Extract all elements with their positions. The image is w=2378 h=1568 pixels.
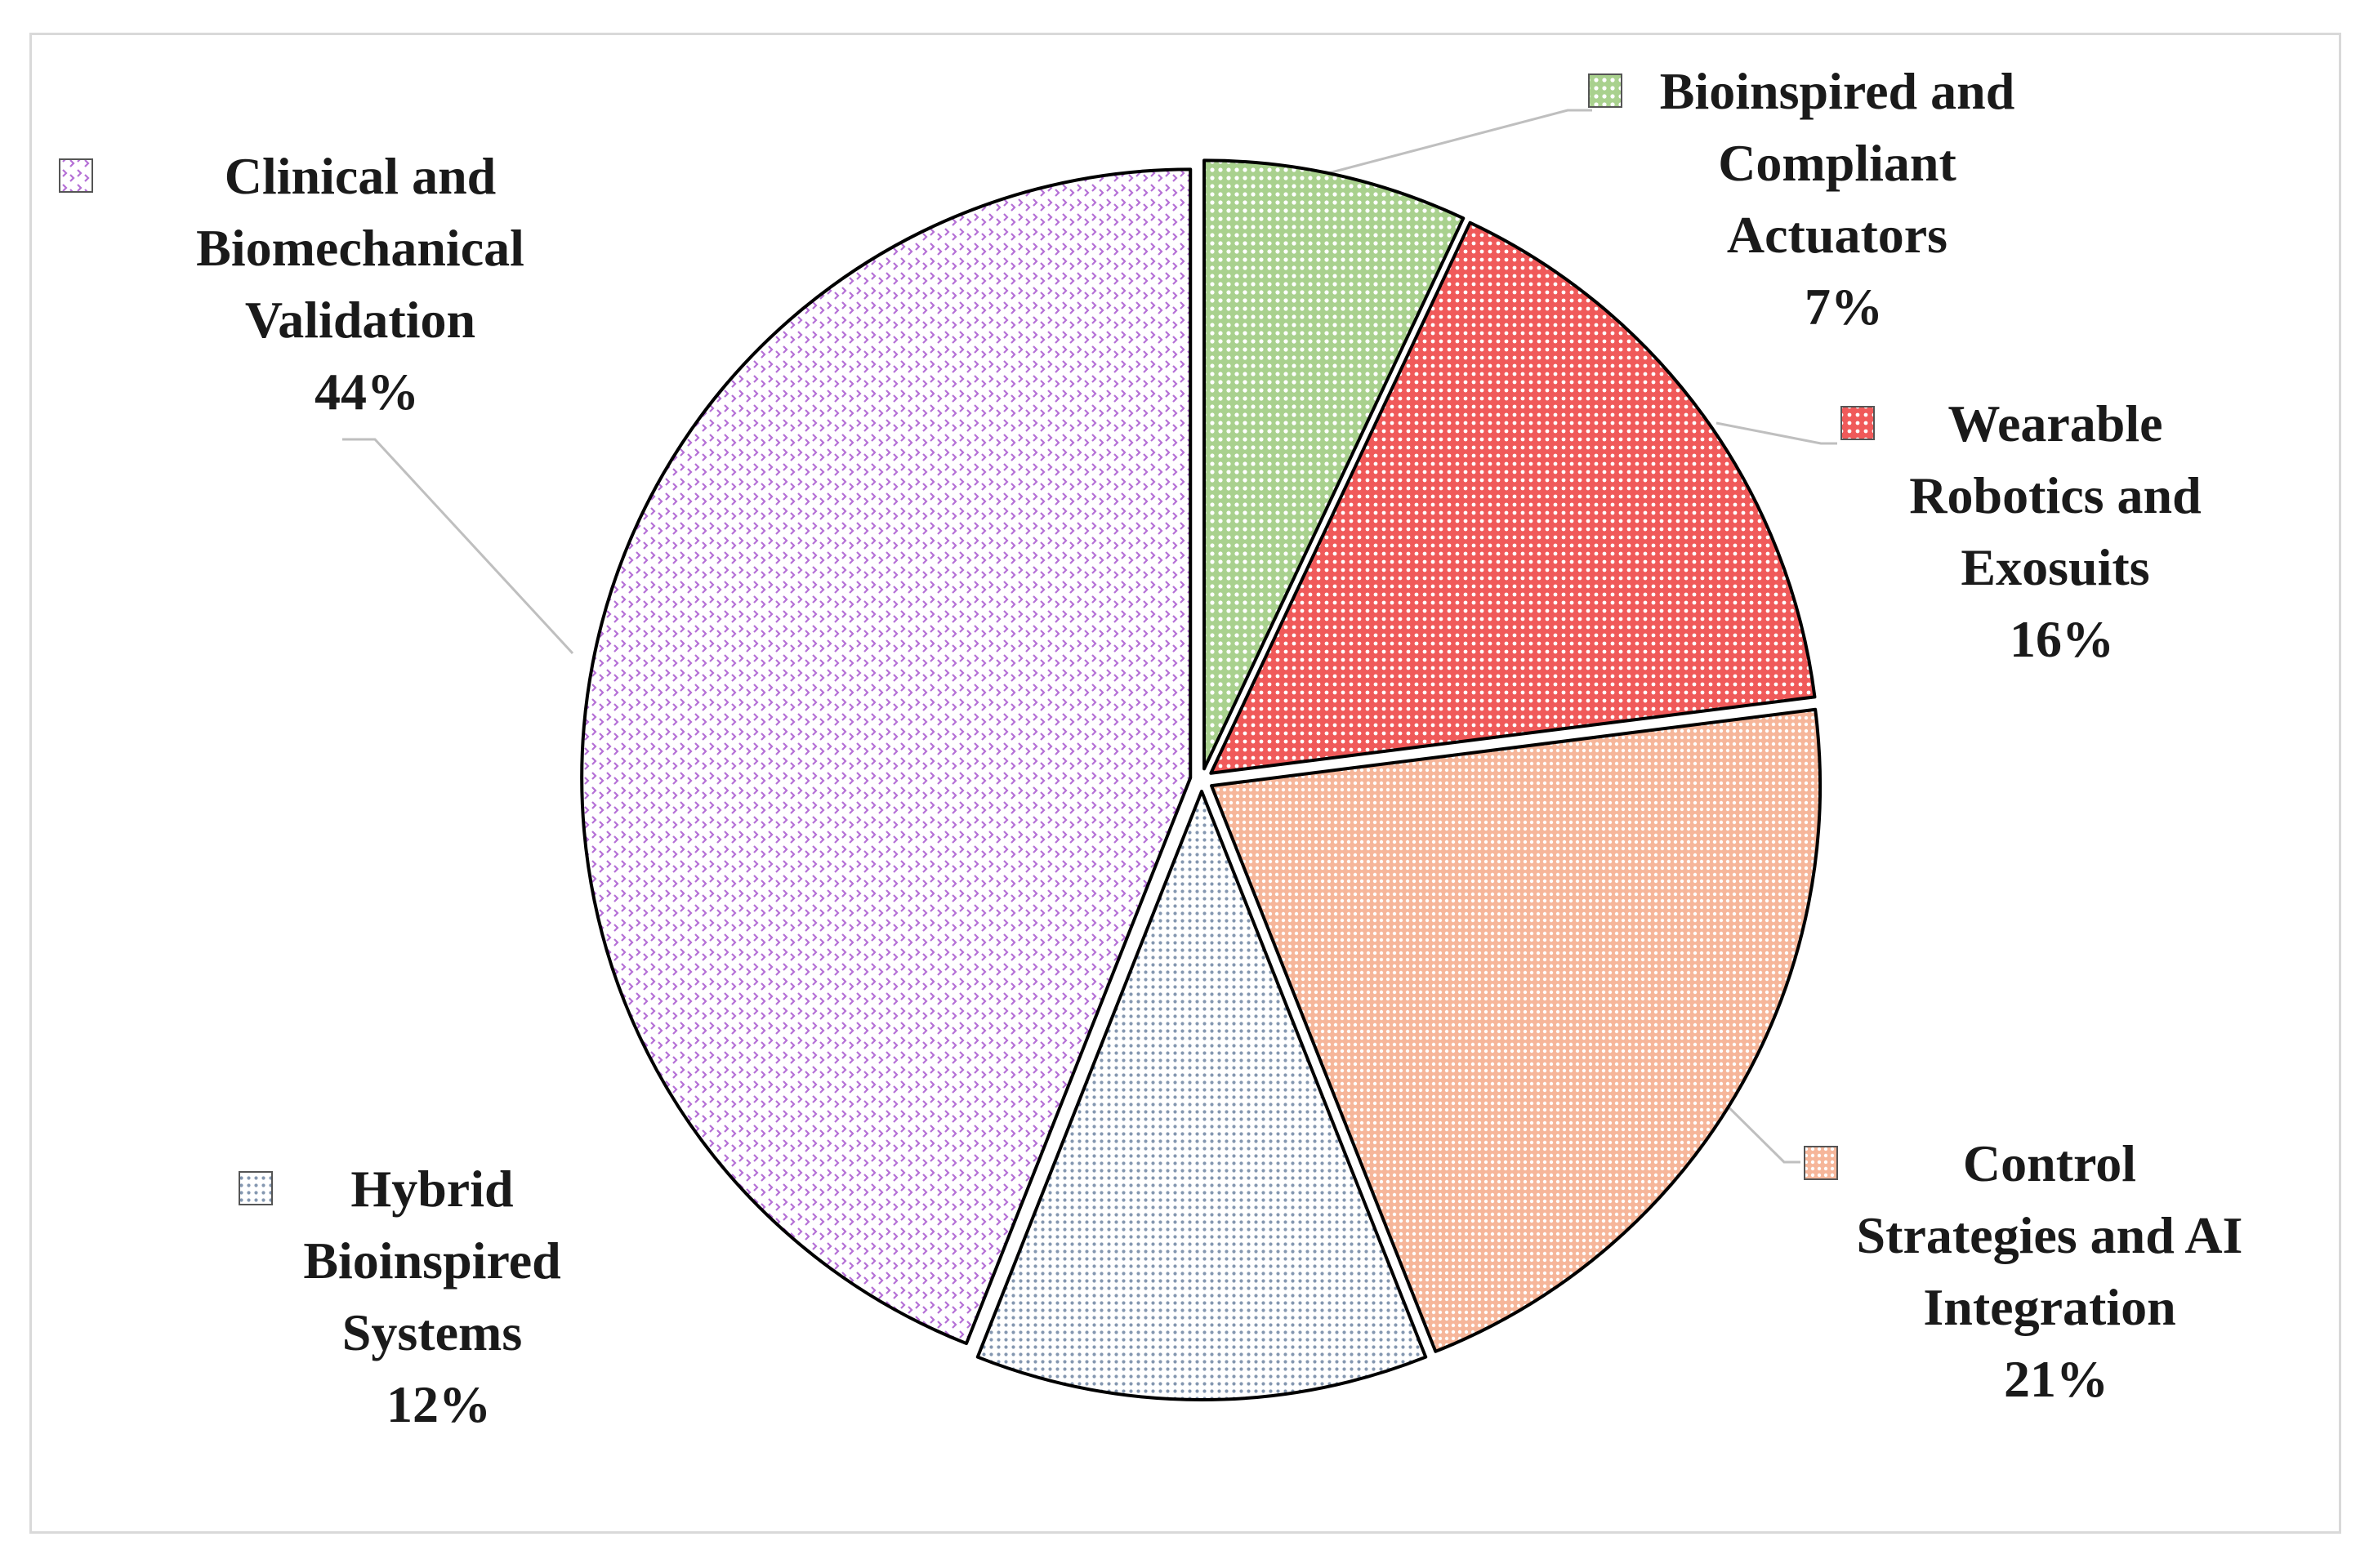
pie-slice-bioinspired: [1202, 158, 1466, 771]
label-clinical-value: 44%: [315, 363, 419, 421]
pie-chart: Bioinspired and Compliant Actuators 7% W…: [59, 62, 2256, 1433]
legend-swatch-control: [1804, 1146, 1838, 1180]
label-wearable-value: 16%: [2010, 610, 2114, 668]
label-clinical: Clinical and Biomechanical Validation 44…: [196, 147, 538, 421]
label-hybrid-line3: Systems: [342, 1303, 522, 1361]
label-clinical-line3: Validation: [245, 291, 475, 349]
legend-swatch-bioinspired: [1588, 74, 1622, 108]
label-wearable: Wearable Robotics and Exosuits 16%: [1909, 394, 2214, 668]
label-hybrid: Hybrid Bioinspired Systems 12%: [303, 1160, 573, 1433]
pie-slice-hybrid: [975, 790, 1428, 1401]
label-bioinspired-line3: Actuators: [1727, 206, 1947, 264]
label-hybrid-line1: Hybrid: [350, 1160, 513, 1218]
label-bioinspired-line1: Bioinspired and: [1660, 62, 2015, 120]
label-wearable-line2: Robotics and: [1909, 466, 2201, 524]
label-hybrid-line2: Bioinspired: [303, 1232, 560, 1290]
leader-line-bioinspired: [1327, 109, 1592, 175]
label-control-value: 21%: [2004, 1350, 2108, 1408]
label-bioinspired: Bioinspired and Compliant Actuators 7%: [1660, 62, 2028, 336]
legend-swatch-hybrid: [239, 1171, 273, 1205]
label-wearable-line1: Wearable: [1947, 394, 2162, 452]
chart-frame: Bioinspired and Compliant Actuators 7% W…: [29, 33, 2341, 1534]
label-hybrid-value: 12%: [386, 1375, 491, 1433]
pie-slice-clinical: [580, 167, 1193, 1346]
label-control: Control Strategies and AI Integration 21…: [1857, 1134, 2256, 1408]
label-control-line2: Strategies and AI: [1857, 1206, 2243, 1264]
leader-line-wearable: [1715, 421, 1837, 445]
label-control-line3: Integration: [1923, 1278, 2175, 1336]
pie-slice-wearable: [1209, 220, 1817, 775]
label-clinical-line1: Clinical and: [225, 147, 497, 205]
label-control-line1: Control: [1963, 1134, 2136, 1192]
legend-swatch-clinical: [59, 158, 93, 193]
label-clinical-line2: Biomechanical: [196, 219, 524, 277]
legend-swatch-wearable: [1840, 406, 1875, 440]
pie-slices: [580, 158, 1823, 1401]
label-wearable-line3: Exosuits: [1961, 538, 2149, 596]
label-bioinspired-line2: Compliant: [1718, 134, 1956, 192]
slice-labels: Bioinspired and Compliant Actuators 7% W…: [59, 62, 2256, 1433]
label-bioinspired-value: 7%: [1805, 278, 1883, 336]
pie-slice-control: [1210, 707, 1823, 1353]
leader-line-clinical: [342, 438, 574, 655]
